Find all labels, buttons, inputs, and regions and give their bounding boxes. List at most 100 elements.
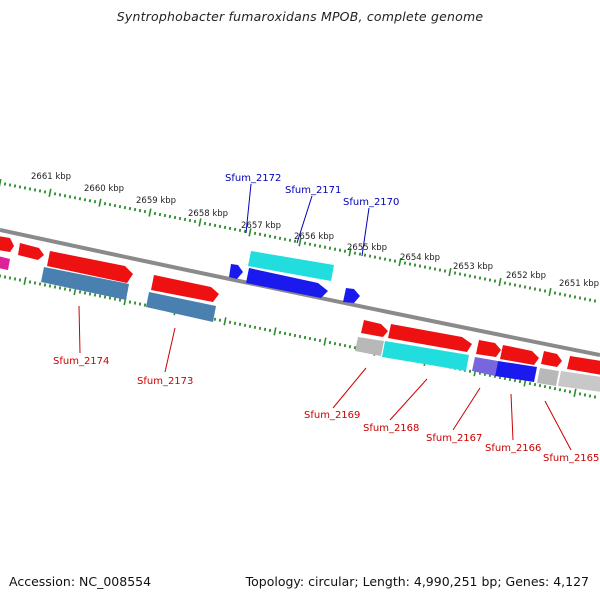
minor-tick [488, 278, 492, 282]
gene-label-reverse[interactable]: Sfum_2165 [543, 453, 599, 464]
minor-tick [98, 294, 102, 298]
gene-forward-red[interactable] [151, 275, 219, 302]
minor-tick [553, 291, 557, 295]
minor-tick [493, 279, 497, 283]
gene-label-reverse[interactable]: Sfum_2174 [53, 356, 109, 367]
gene-forward-red[interactable] [388, 324, 472, 352]
major-tick [498, 277, 502, 287]
minor-tick [293, 333, 297, 338]
gene-forward-red[interactable] [541, 351, 562, 367]
minor-tick [578, 296, 582, 300]
gene-forward-cyan[interactable] [248, 251, 334, 281]
minor-tick [568, 390, 572, 394]
minor-tick [578, 392, 582, 396]
minor-tick [508, 377, 512, 382]
minor-tick [513, 283, 517, 287]
minor-tick [408, 262, 412, 266]
minor-tick [63, 194, 67, 198]
gene-forward-red[interactable] [361, 320, 388, 337]
gene-label-reverse[interactable]: Sfum_2168 [363, 423, 419, 434]
minor-tick [563, 389, 567, 393]
gene-label-forward[interactable]: Sfum_2171 [285, 185, 341, 196]
gene-label-reverse[interactable]: Sfum_2166 [485, 443, 541, 454]
minor-tick [188, 218, 192, 223]
minor-tick [28, 280, 32, 284]
kbp-label: 2655 kbp [347, 243, 387, 253]
minor-tick [118, 298, 122, 302]
gene-label-forward[interactable]: Sfum_2172 [225, 173, 281, 184]
minor-tick [53, 192, 57, 196]
minor-tick [323, 245, 327, 249]
minor-tick [528, 381, 532, 386]
gene-forward-red[interactable] [476, 340, 501, 357]
minor-tick [18, 278, 22, 282]
gene-reverse-steel[interactable] [146, 292, 216, 322]
minor-tick [543, 385, 547, 389]
minor-tick [138, 302, 142, 306]
minor-tick [133, 207, 137, 212]
minor-tick [88, 292, 92, 296]
genome-summary-text: Topology: circular; Length: 4,990,251 bp… [245, 574, 589, 589]
gene-forward-magenta[interactable] [0, 256, 10, 270]
gene-forward-red[interactable] [18, 243, 44, 260]
minor-tick [123, 206, 127, 210]
gene-label-reverse[interactable]: Sfum_2169 [304, 410, 360, 421]
minor-tick [273, 235, 277, 239]
minor-tick [158, 212, 162, 217]
minor-tick [143, 303, 147, 307]
minor-tick [318, 338, 322, 343]
minor-tick [13, 184, 17, 188]
minor-tick [373, 255, 377, 259]
minor-tick [83, 291, 87, 295]
minor-tick [538, 288, 542, 292]
leader-line [361, 207, 370, 257]
minor-tick [238, 322, 242, 326]
minor-tick [173, 215, 177, 220]
leader-line [164, 327, 176, 373]
minor-tick [163, 213, 167, 218]
leader-line [296, 195, 313, 244]
minor-tick [58, 193, 62, 197]
major-tick [0, 178, 2, 187]
kbp-label: 2660 kbp [84, 184, 124, 194]
gene-forward-red[interactable] [500, 345, 539, 365]
gene-reverse-cyan[interactable] [382, 341, 469, 371]
minor-tick [168, 214, 172, 219]
minor-tick [133, 301, 137, 305]
gene-reverse-steel[interactable] [41, 267, 129, 300]
gene-forward-red[interactable] [0, 236, 14, 252]
forward-leaders [245, 183, 370, 257]
minor-tick [538, 384, 542, 388]
gene-forward-red[interactable] [567, 356, 600, 375]
minor-tick [428, 266, 432, 270]
gene-forward-blue[interactable] [343, 288, 360, 303]
gene-reverse-violet[interactable] [472, 357, 498, 376]
minor-tick [53, 285, 57, 289]
minor-tick [68, 288, 72, 292]
minor-tick [103, 295, 107, 299]
gene-label-reverse[interactable]: Sfum_2173 [137, 376, 193, 387]
kbp-label: 2657 kbp [241, 221, 281, 231]
minor-tick [328, 246, 332, 250]
gene-label-reverse[interactable]: Sfum_2167 [426, 433, 482, 444]
minor-tick [588, 394, 592, 398]
minor-tick [563, 293, 567, 297]
gene-forward-blue[interactable] [246, 268, 328, 298]
gene-reverse-gray[interactable] [537, 368, 559, 386]
reverse-genes [41, 267, 600, 392]
minor-tick [483, 277, 487, 281]
minor-tick [553, 387, 557, 391]
gene-reverse-gray[interactable] [355, 337, 384, 356]
minor-tick [333, 342, 337, 346]
gene-reverse-blue[interactable] [495, 361, 537, 382]
minor-tick [508, 282, 512, 286]
minor-tick [313, 337, 317, 342]
minor-tick [23, 186, 27, 190]
gene-reverse-gray[interactable] [558, 371, 600, 392]
gene-forward-red[interactable] [47, 251, 133, 283]
minor-tick [223, 225, 227, 230]
minor-tick [518, 379, 522, 384]
gene-forward-blue[interactable] [229, 264, 243, 279]
gene-label-forward[interactable]: Sfum_2170 [343, 197, 399, 208]
